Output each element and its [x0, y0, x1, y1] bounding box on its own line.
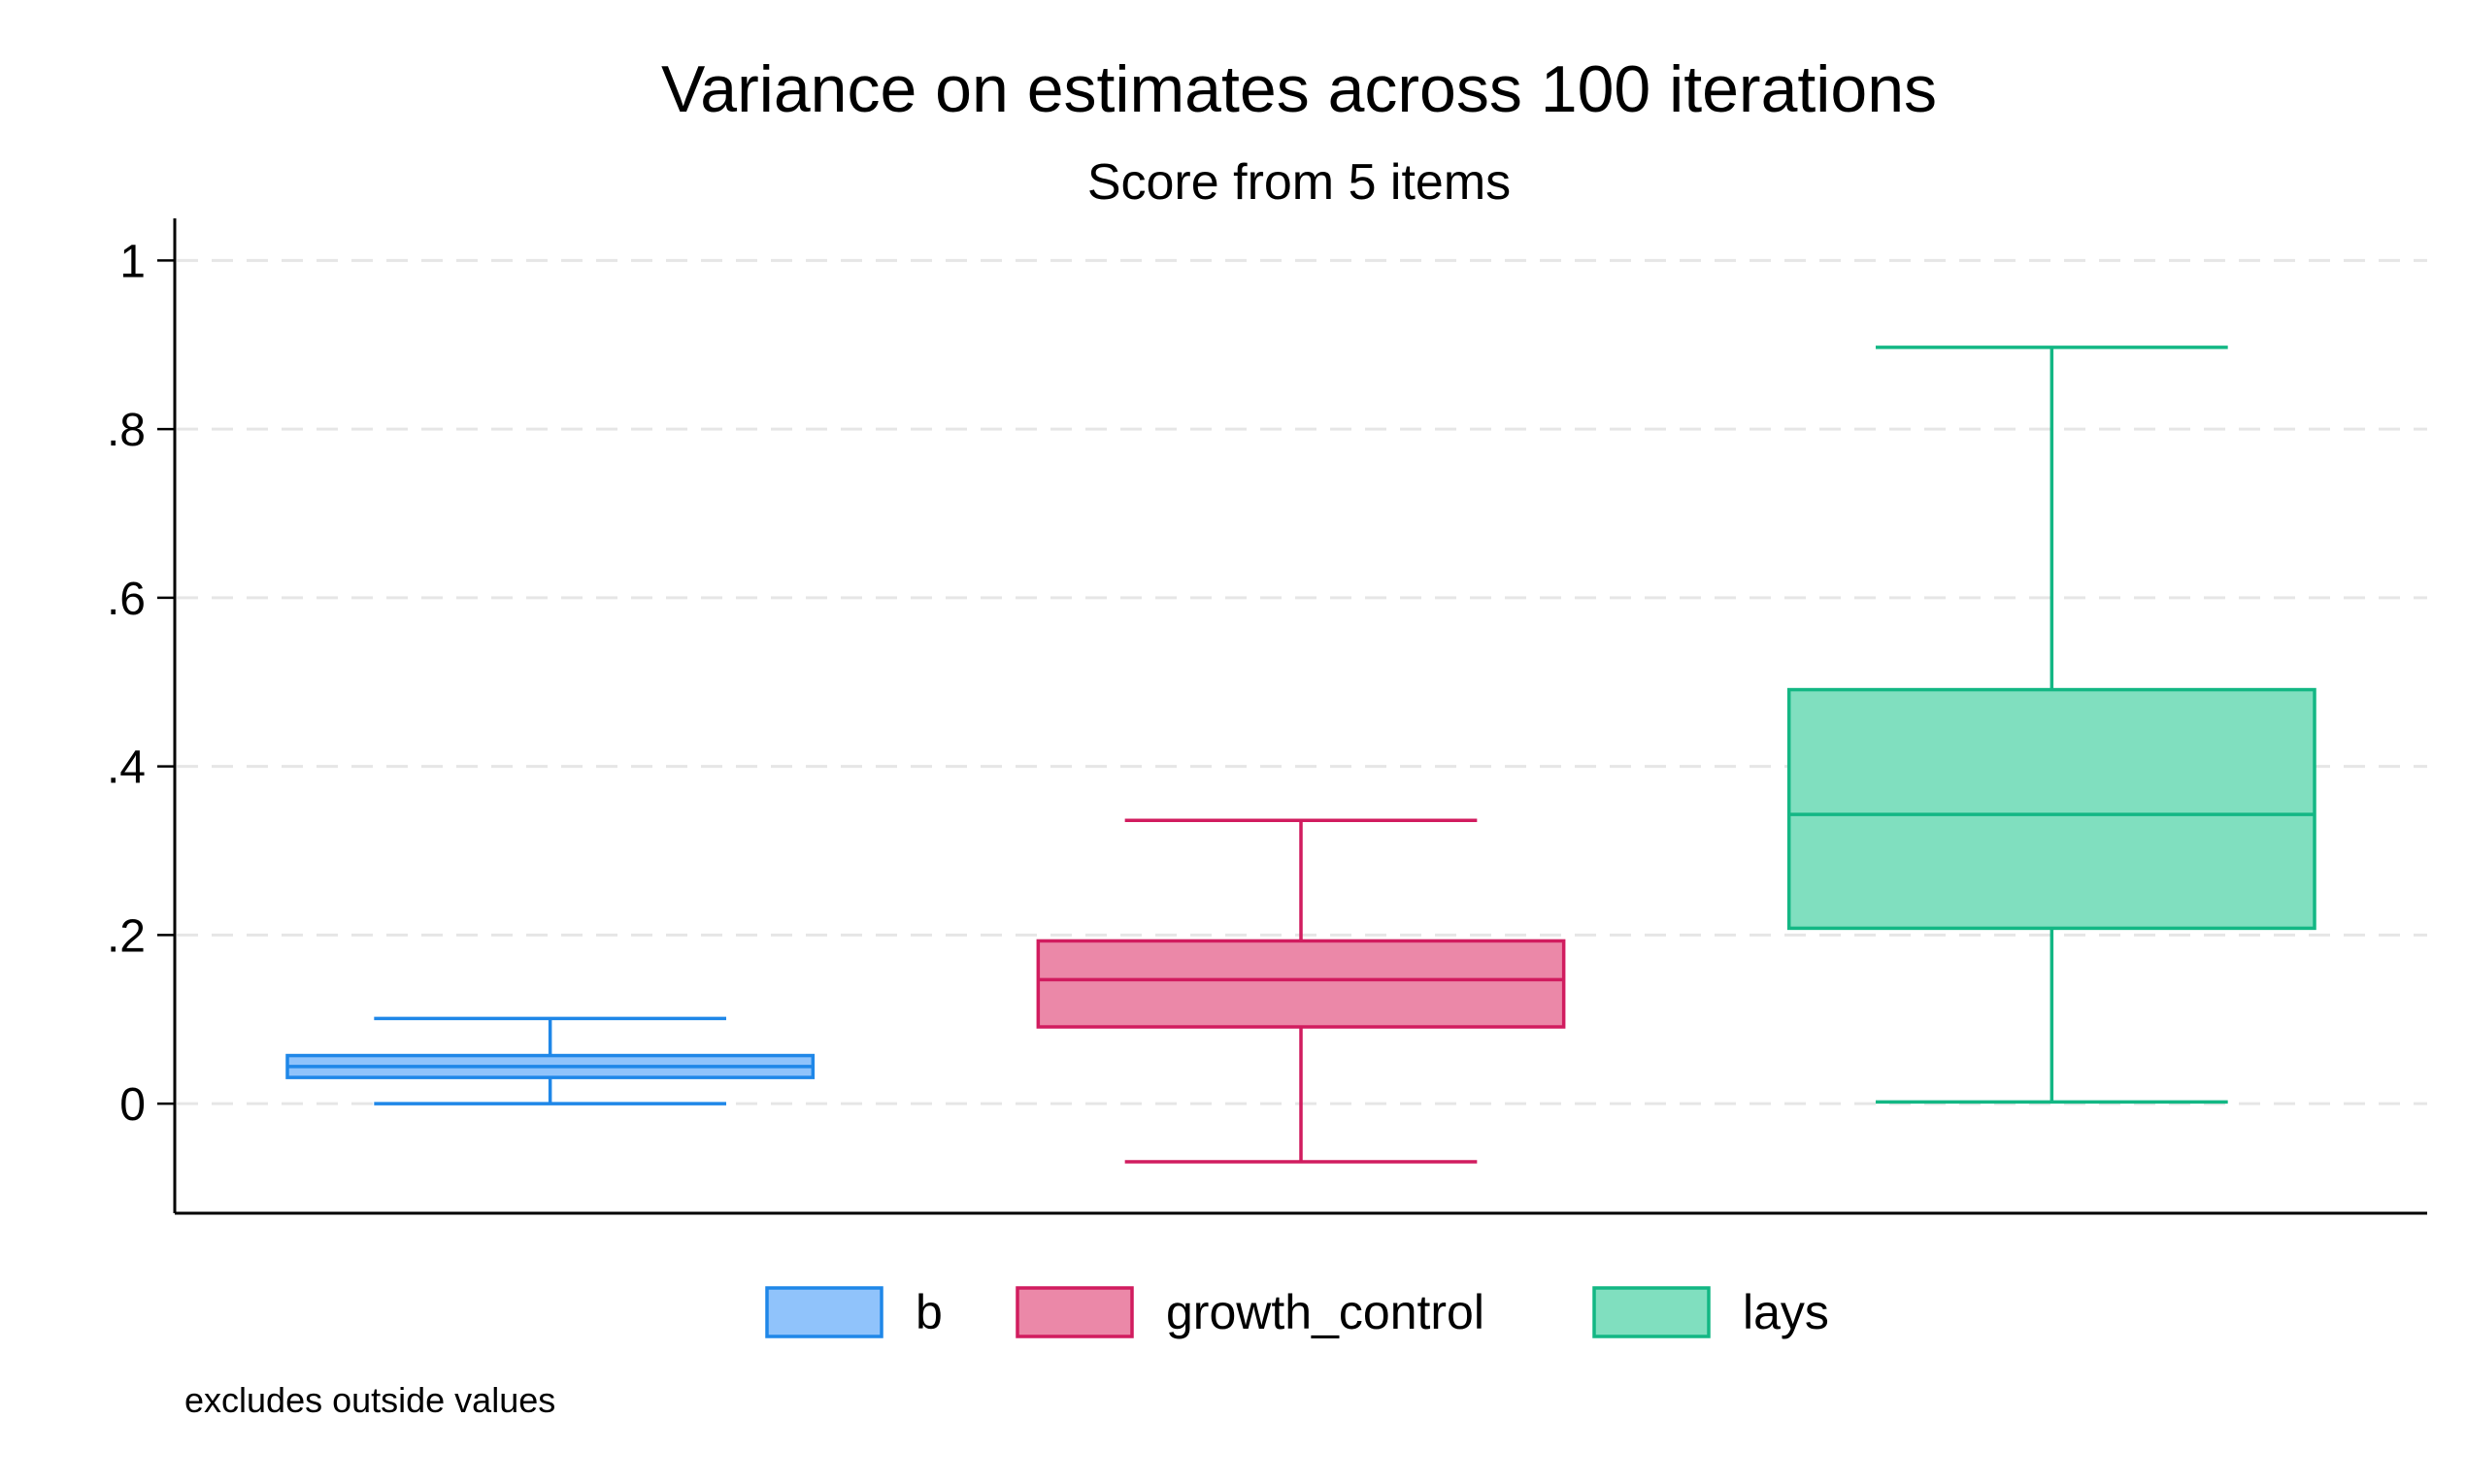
boxes	[285, 346, 2316, 1164]
legend-item-growth_control: growth_control	[1016, 1285, 1484, 1339]
legend-item-lays: lays	[1592, 1285, 1829, 1339]
y-tick-label: 0	[119, 1079, 146, 1131]
legend-item-b: b	[765, 1285, 943, 1339]
box-iqr	[1786, 687, 2316, 931]
axes: 0 .2 .4 .6 .8 1	[107, 218, 2427, 1215]
legend-swatch	[765, 1286, 883, 1338]
y-tick-label: .8	[107, 405, 146, 456]
y-tick-label: 1	[119, 236, 146, 287]
legend-swatch	[1016, 1286, 1134, 1338]
y-tick-label: .2	[107, 910, 146, 962]
legend-swatch	[1592, 1286, 1711, 1338]
y-tick-label: .6	[107, 574, 146, 625]
box-b	[285, 1016, 816, 1105]
chart-title: Variance on estimates across 100 iterati…	[661, 52, 1937, 126]
legend-label: growth_control	[1166, 1285, 1484, 1339]
box-lays	[1786, 346, 2316, 1105]
chart-subtitle: Score from 5 items	[1087, 154, 1511, 211]
chart-note: excludes outside values	[184, 1380, 555, 1420]
legend: b growth_control lays	[765, 1285, 1829, 1339]
box-iqr	[1036, 939, 1566, 1029]
y-tick-label: .4	[107, 742, 146, 794]
legend-label: b	[916, 1285, 943, 1339]
legend-label: lays	[1743, 1285, 1829, 1339]
box-growth_control	[1036, 818, 1566, 1164]
